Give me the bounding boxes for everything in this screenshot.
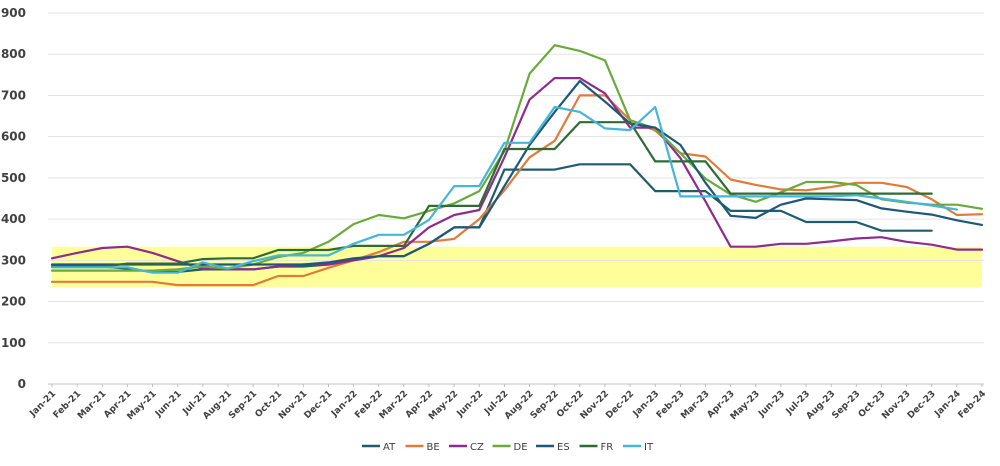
legend-label-de: DE	[514, 442, 528, 453]
y-tick-label: 900	[1, 6, 26, 20]
legend-label-be: BE	[427, 442, 440, 453]
series-line-it	[50, 105, 958, 274]
legend-label-it: IT	[644, 442, 654, 453]
series-line-fr	[50, 121, 933, 268]
x-tick-label: Jun-22	[455, 389, 486, 420]
series-line-be	[50, 94, 984, 287]
y-tick-label: 700	[1, 88, 26, 102]
y-axis: 0 100 200 300 400 500 600 700 800 900	[1, 6, 26, 391]
x-tick-label: Dec-21	[303, 389, 335, 421]
y-tick-label: 300	[1, 253, 26, 267]
legend-label-es: ES	[557, 442, 570, 453]
x-axis: Jan-21Feb-21Mar-21Apr-21May-21Jun-21Jul-…	[28, 384, 988, 422]
x-tick-label: Jun-23	[756, 389, 787, 420]
x-tick-label: Jun-21	[153, 389, 184, 420]
legend: AT BE CZ DE ES FR IT	[362, 442, 654, 453]
y-tick-label: 800	[1, 47, 26, 61]
y-tick-label: 100	[1, 336, 26, 350]
x-tick-label: Dec-22	[604, 389, 636, 421]
x-tick-label: Dec-23	[906, 389, 938, 421]
series-line-at	[50, 163, 933, 273]
legend-label-at: AT	[383, 442, 396, 453]
y-tick-label: 600	[1, 130, 26, 144]
y-tick-label: 500	[1, 171, 26, 185]
series-line-cz	[50, 77, 984, 271]
series-line-de	[50, 44, 984, 272]
y-tick-label: 200	[1, 295, 26, 309]
x-tick-label: Feb-24	[957, 389, 989, 421]
gridlines-layer	[48, 12, 984, 385]
legend-label-cz: CZ	[470, 442, 484, 453]
x-tick-label: Sep-23	[830, 389, 862, 421]
y-tick-label: 0	[18, 377, 26, 391]
series-layer	[50, 44, 984, 287]
legend-label-fr: FR	[601, 442, 614, 453]
x-tick-label: Sep-21	[227, 389, 259, 421]
x-tick-label: Sep-22	[529, 389, 561, 421]
y-tick-label: 400	[1, 212, 26, 226]
